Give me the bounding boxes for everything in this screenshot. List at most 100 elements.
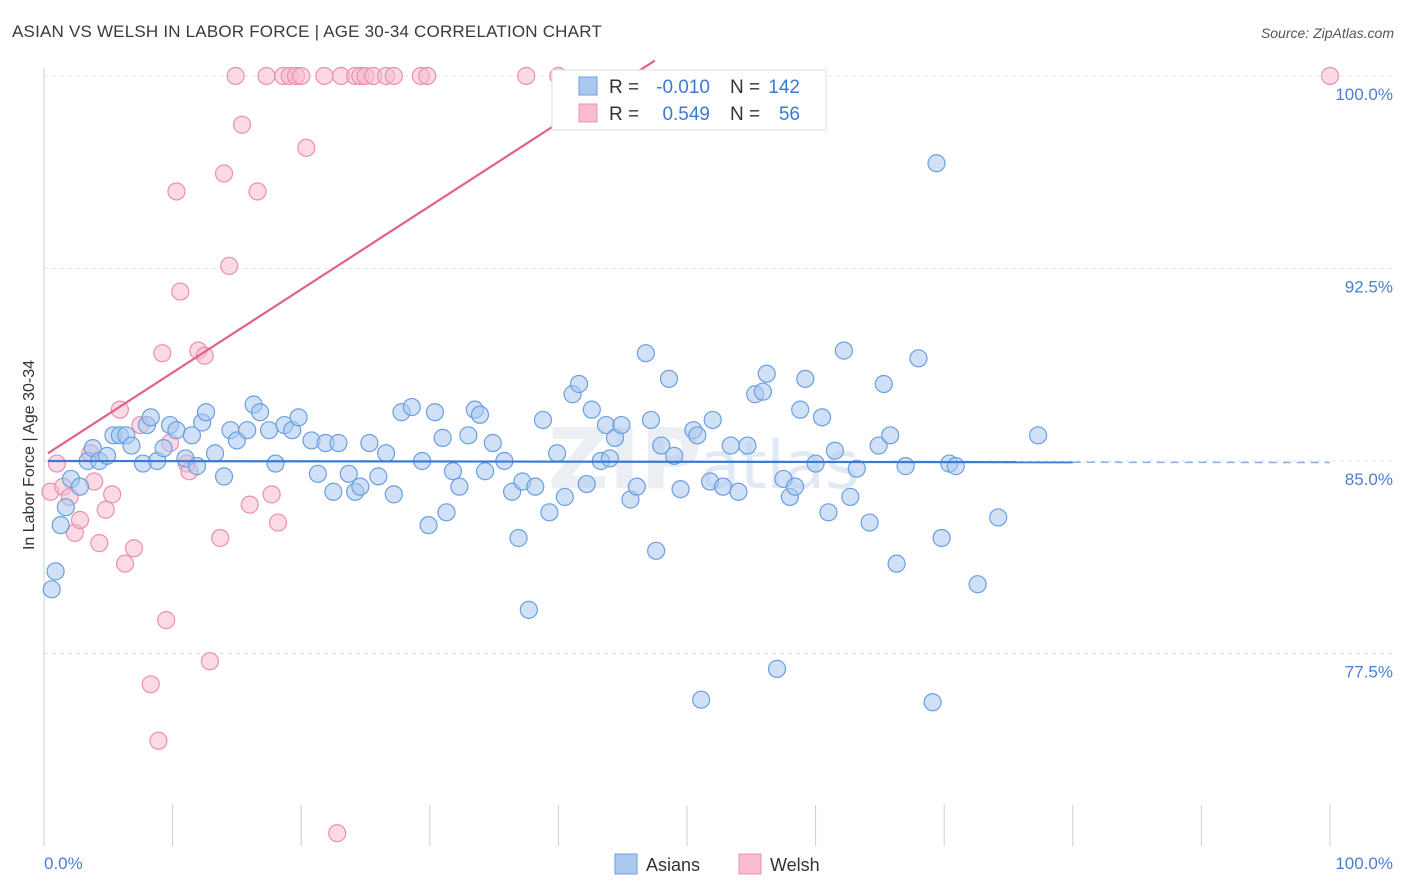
welsh-point	[240, 495, 259, 514]
legend-r-label-welsh: R =	[609, 104, 639, 125]
welsh-point	[200, 652, 219, 671]
welsh-point	[1320, 66, 1340, 86]
y-tick-label: 92.5%	[1345, 277, 1393, 296]
asian-point	[753, 382, 772, 401]
asian-point	[384, 485, 403, 504]
welsh-point	[195, 346, 214, 365]
asian-point	[324, 482, 343, 501]
series-legend: Asians Welsh	[614, 853, 820, 875]
legend-swatch-welsh	[578, 103, 598, 123]
asian-point	[834, 341, 853, 360]
asian-point	[450, 477, 469, 496]
asian-point	[182, 426, 201, 445]
asian-point	[927, 154, 946, 173]
welsh-point	[517, 66, 536, 86]
asian-point	[51, 516, 70, 535]
welsh-point	[211, 528, 230, 548]
asian-point	[154, 439, 173, 458]
legend-n-label-welsh: N =	[730, 104, 760, 125]
welsh-point	[171, 282, 190, 301]
asian-point	[308, 464, 328, 483]
asian-point	[259, 421, 279, 440]
asian-point	[433, 428, 452, 447]
asian-point	[612, 415, 631, 435]
asian-point	[582, 400, 601, 419]
asian-point	[887, 554, 906, 573]
asian-point	[46, 562, 65, 581]
welsh-point	[110, 400, 129, 419]
asian-point	[470, 405, 490, 424]
welsh-point	[103, 485, 122, 504]
asian-point	[548, 444, 567, 463]
asian-point	[196, 403, 216, 422]
asian-point	[266, 454, 285, 473]
asian-point	[519, 600, 538, 619]
asian-point	[703, 410, 722, 430]
welsh-point	[47, 454, 66, 473]
asian-point	[56, 498, 75, 517]
asian-point	[70, 477, 90, 496]
asian-point	[729, 482, 748, 501]
welsh-point	[149, 731, 168, 750]
asian-point	[881, 426, 900, 445]
asian-point	[577, 474, 596, 494]
asian-point	[659, 369, 679, 388]
chart-title: ASIAN VS WELSH IN LABOR FORCE | AGE 30-3…	[12, 22, 602, 41]
welsh-point	[418, 66, 437, 86]
asian-point	[141, 408, 160, 427]
asian-point	[533, 410, 553, 430]
asian-point	[841, 487, 860, 507]
asian-point	[847, 459, 866, 478]
asian-point	[652, 436, 671, 455]
legend-n-value-welsh: 56	[779, 104, 800, 125]
welsh-point	[268, 513, 288, 532]
asian-point	[968, 575, 987, 594]
welsh-point	[384, 66, 403, 86]
asian-point	[376, 444, 396, 463]
welsh-point	[90, 534, 109, 553]
correlation-legend: R = -0.010 N = 142 R = 0.549 N = 56	[551, 69, 827, 131]
legend-swatch-asians	[578, 76, 598, 96]
asian-point	[665, 446, 684, 465]
asian-point	[42, 580, 61, 599]
bottom-legend-label-welsh: Welsh	[770, 855, 820, 875]
legend-n-value-asians: 142	[768, 77, 800, 98]
legend-n-label-asians: N =	[730, 77, 760, 98]
asian-point	[860, 513, 879, 532]
legend-r-value-asians: -0.010	[656, 77, 710, 98]
asian-point	[250, 403, 270, 422]
legend-r-value-welsh: 0.549	[662, 104, 710, 125]
asian-point	[909, 349, 928, 368]
asian-point	[671, 480, 690, 499]
asian-point	[932, 528, 951, 548]
asian-point	[167, 421, 186, 440]
grid-layer	[44, 75, 1395, 654]
asian-point	[205, 444, 225, 463]
asian-point	[238, 421, 257, 440]
asian-point	[692, 690, 711, 709]
asian-point	[812, 408, 832, 427]
asian-point	[329, 433, 348, 453]
asian-point	[459, 426, 478, 445]
asian-point	[874, 374, 893, 394]
welsh-point	[214, 164, 234, 183]
welsh-point	[248, 182, 267, 201]
asian-point	[540, 503, 559, 522]
welsh-point	[226, 66, 245, 86]
asian-point	[791, 400, 810, 419]
asian-point	[483, 433, 502, 453]
welsh-point	[141, 675, 160, 694]
y-axis-label: In Labor Force | Age 30-34	[21, 360, 38, 550]
asian-point	[738, 436, 757, 455]
asian-point	[785, 477, 805, 496]
legend-r-label-asians: R =	[609, 77, 639, 98]
bottom-legend-swatch-welsh	[738, 853, 762, 875]
welsh-point	[153, 344, 172, 363]
asian-point	[555, 487, 574, 507]
asian-point	[600, 449, 619, 468]
welsh-point	[315, 66, 334, 86]
welsh-point	[70, 510, 90, 530]
x-tick-label: 100.0%	[1335, 854, 1393, 873]
asian-trend-line	[47, 459, 1073, 464]
